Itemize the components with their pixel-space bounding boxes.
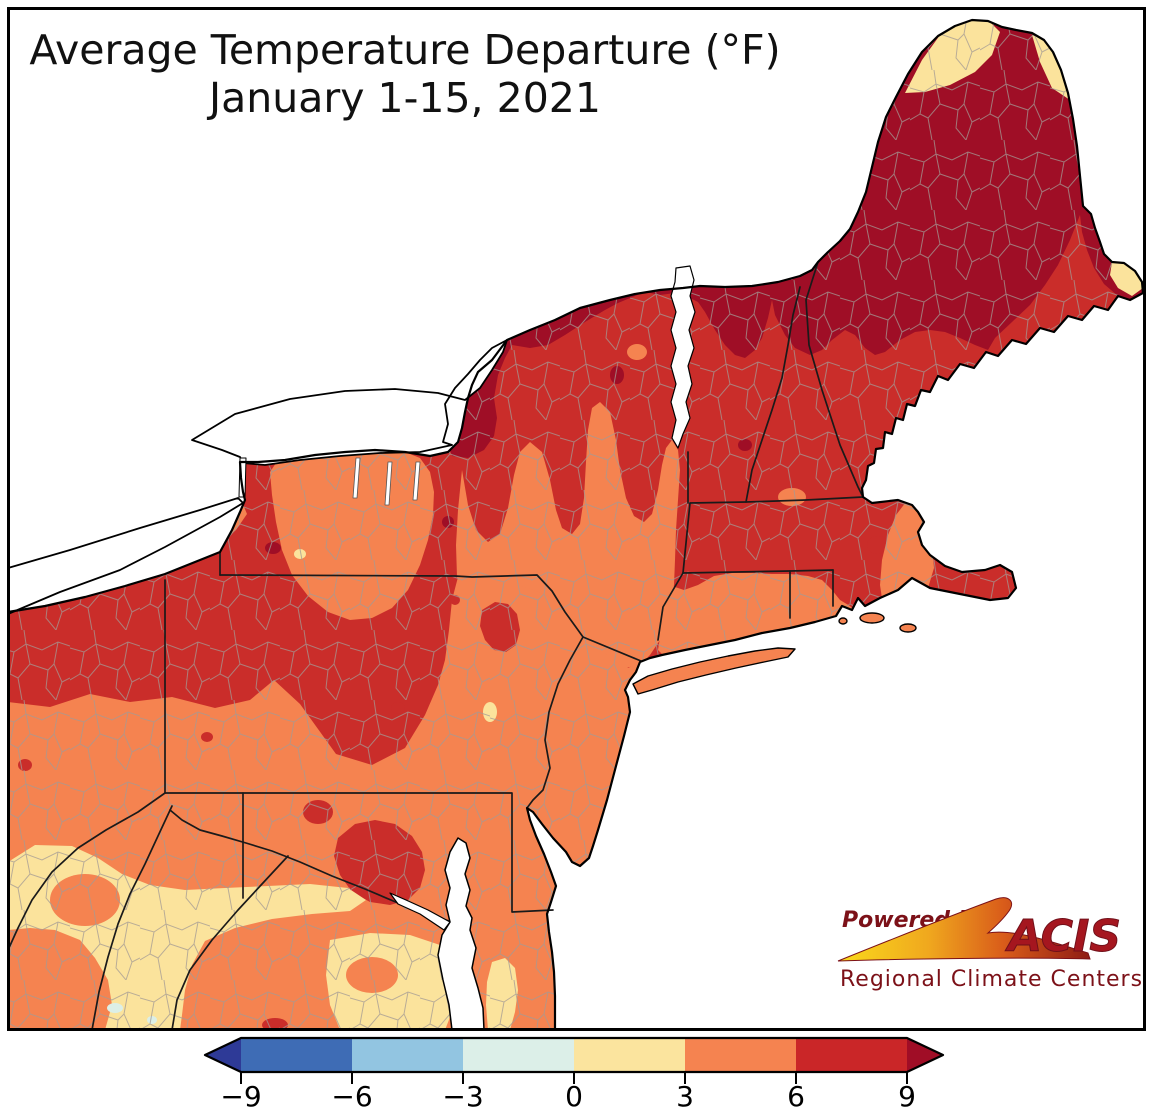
islands [632, 612, 917, 695]
colorbar-seg-3-6 [685, 1038, 796, 1072]
marthas-vineyard [859, 612, 885, 624]
coastline-outline [7, 18, 1145, 1030]
title-line1: Average Temperature Departure (°F) [29, 26, 780, 74]
tick-label: −9 [220, 1080, 261, 1112]
acis-logo: Powered by ACIS Regional Climate Centers [837, 897, 1143, 992]
potomac-river-mouth [389, 892, 451, 931]
border-ny-nj [582, 636, 642, 662]
long-island [632, 647, 796, 695]
border-mason-dixon [164, 792, 554, 913]
border-nj-pa-delaware-river [526, 636, 584, 809]
acis-wordmark: ACIS [1005, 911, 1121, 962]
lake-erie [7, 497, 244, 615]
border-pa-oh [164, 551, 221, 794]
colorbar-ticks [240, 1072, 908, 1084]
border-ny-pa [219, 574, 584, 638]
tick-label: 0 [565, 1080, 583, 1112]
map-area: Average Temperature Departure (°F) Janua… [7, 7, 1146, 1031]
colorbar-tick-labels: −9 −6 −3 0 3 6 9 [220, 1080, 916, 1112]
border-nh-me [805, 261, 864, 498]
title-line2: January 1-15, 2021 [206, 74, 601, 122]
figure-title: Average Temperature Departure (°F) Janua… [29, 26, 780, 122]
border-ohio-river [7, 792, 166, 951]
lake-ontario [191, 339, 508, 466]
colorbar-seg-n6-n3 [352, 1038, 463, 1072]
map-frame [7, 7, 1146, 1031]
border-wv-va [91, 805, 289, 1031]
colorbar-arrow-left [205, 1038, 241, 1072]
nantucket [899, 623, 917, 633]
colorbar: −9 −6 −3 0 3 6 9 [203, 1036, 945, 1112]
colorbar-seg-n9-n6 [241, 1038, 352, 1072]
border-ny-ct [657, 572, 684, 641]
lake-champlain [670, 265, 696, 449]
border-ct-ri [789, 569, 834, 619]
colorbar-arrow-right [907, 1038, 943, 1072]
chesapeake-bay [437, 837, 485, 1031]
block-island [838, 617, 848, 625]
acis-swoosh-icon [837, 897, 1091, 962]
tick-label: −6 [331, 1080, 372, 1112]
tick-label: 3 [676, 1080, 694, 1112]
finger-lakes [352, 457, 421, 506]
water-bodies [7, 265, 696, 1031]
colorbar-seg-0-3 [574, 1038, 685, 1072]
tick-label: 6 [787, 1080, 805, 1112]
tick-label: 9 [898, 1080, 916, 1112]
colorbar-seg-n3-0 [463, 1038, 574, 1072]
acis-subtitle-text: Regional Climate Centers [840, 967, 1143, 992]
tick-label: −3 [442, 1080, 483, 1112]
border-vt-nh-connecticut-river [745, 286, 801, 503]
colorbar-seg-6-9 [796, 1038, 907, 1072]
border-ma-north [689, 496, 864, 504]
border-vt-ny [682, 451, 691, 574]
